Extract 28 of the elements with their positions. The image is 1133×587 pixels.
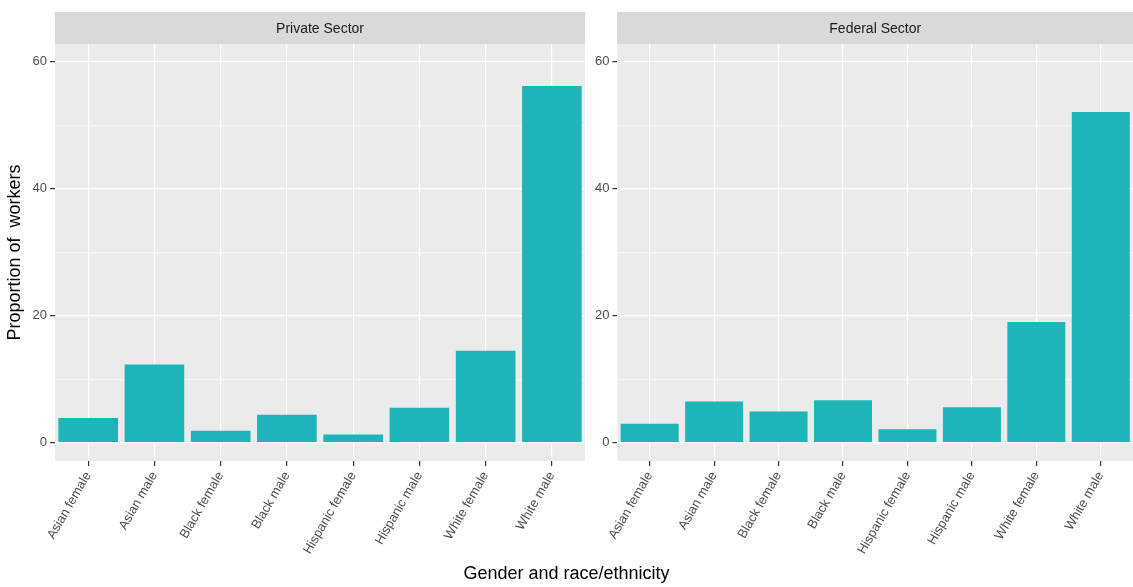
y-tick-label: 40 bbox=[594, 180, 610, 196]
bar bbox=[749, 411, 808, 443]
bar bbox=[124, 364, 185, 443]
y-tick-label: 60 bbox=[32, 53, 48, 69]
y-tick-label: 20 bbox=[594, 307, 610, 323]
x-axis-title: Gender and race/ethnicity bbox=[462, 563, 671, 584]
bar bbox=[58, 417, 118, 443]
bar bbox=[190, 430, 251, 443]
y-tick-label: 0 bbox=[39, 434, 48, 450]
bar bbox=[942, 407, 1001, 443]
y-axis-title: Proportion of workers bbox=[3, 164, 24, 341]
y-tick-label: 40 bbox=[32, 180, 48, 196]
bar bbox=[1007, 322, 1066, 443]
bar bbox=[257, 414, 317, 443]
y-tick-label: 20 bbox=[32, 307, 48, 323]
bar bbox=[522, 85, 582, 443]
y-tick-label: 60 bbox=[594, 53, 610, 69]
chart-title: Federal Sector bbox=[617, 12, 1133, 44]
bar bbox=[389, 407, 450, 443]
bar bbox=[455, 350, 516, 443]
chart-title: Private Sector bbox=[55, 12, 585, 44]
bar bbox=[323, 434, 383, 443]
bar bbox=[878, 429, 937, 443]
y-tick-label: 0 bbox=[602, 434, 610, 450]
bar bbox=[620, 423, 679, 443]
bar bbox=[814, 400, 873, 443]
bar bbox=[1071, 111, 1130, 443]
bar bbox=[685, 401, 744, 443]
